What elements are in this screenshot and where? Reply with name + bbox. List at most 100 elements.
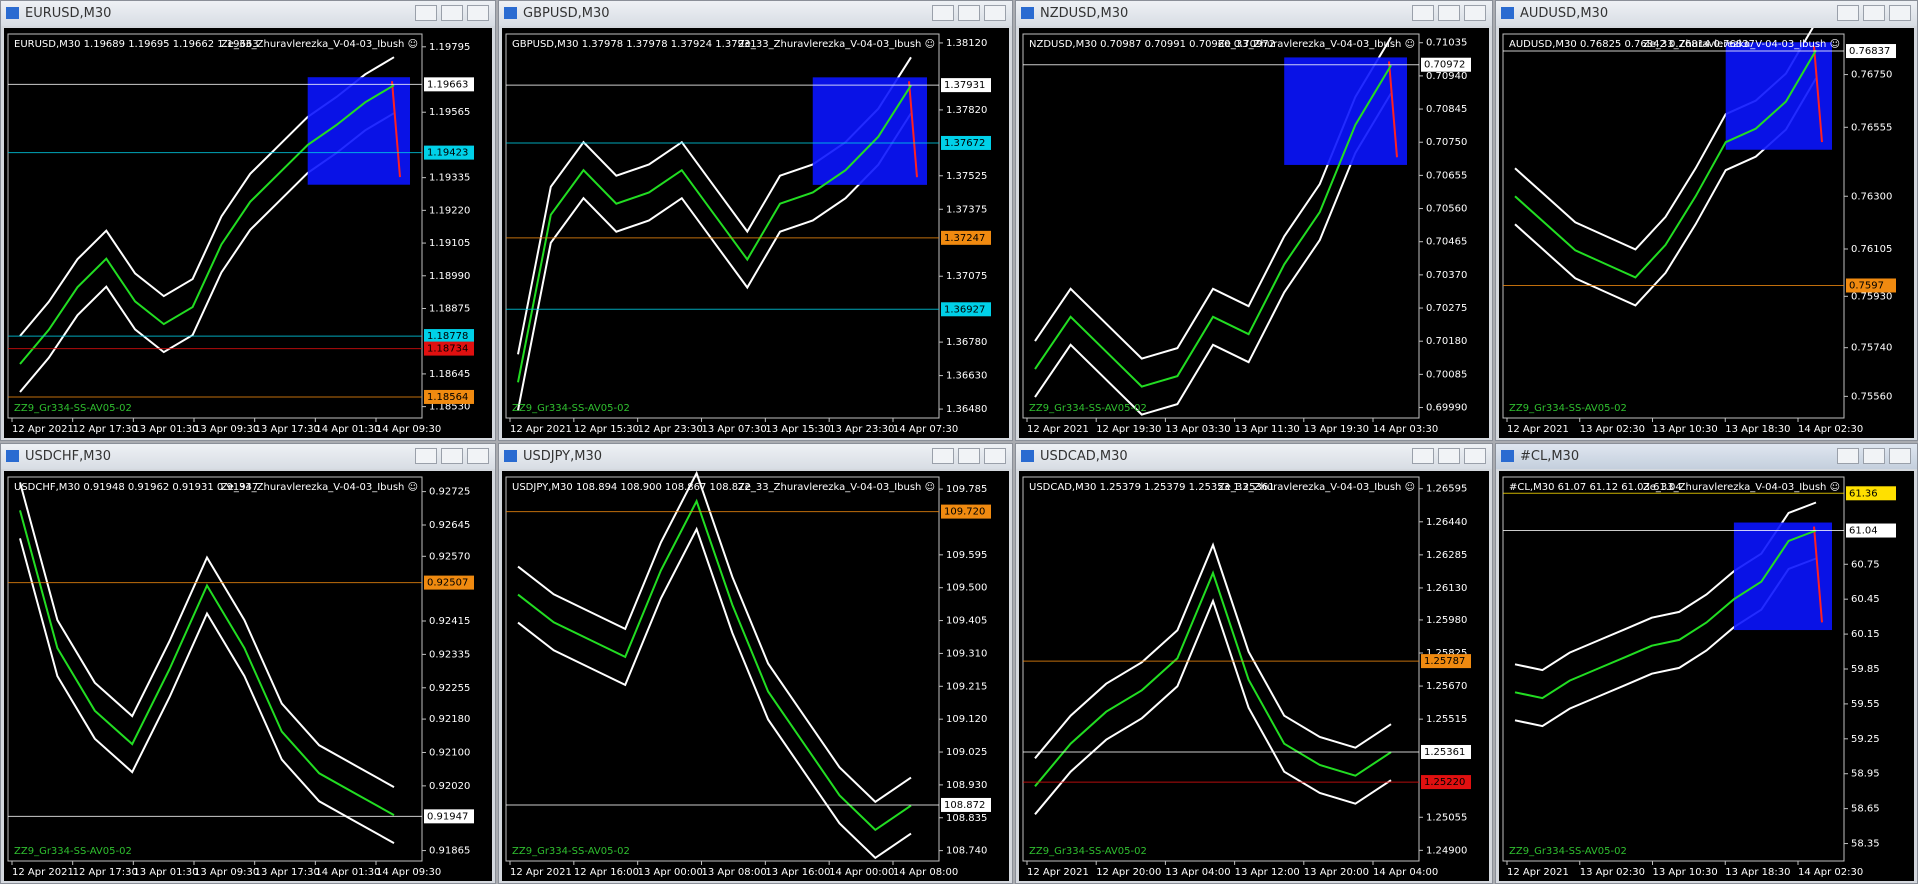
- price-mark-label: 1.18734: [427, 344, 468, 355]
- close-button[interactable]: [1464, 448, 1486, 464]
- time-label: 13 Apr 09:30: [194, 424, 259, 435]
- time-label: 14 Apr 02:30: [1798, 424, 1863, 435]
- price-mark-box: [941, 797, 991, 812]
- envelope-line: [1034, 598, 1392, 815]
- price-mark-box: [424, 809, 474, 824]
- maximize-button[interactable]: [441, 448, 463, 464]
- time-label: 14 Apr 00:00: [829, 867, 894, 878]
- time-label: 14 Apr 07:30: [893, 424, 958, 435]
- forecast-arrow: [1388, 61, 1398, 158]
- price-label: 0.70940: [1426, 71, 1467, 82]
- price-mark-box: [1846, 523, 1896, 538]
- forecast-arrow: [391, 81, 401, 178]
- price-line: [1514, 529, 1817, 700]
- envelope-line: [517, 471, 912, 804]
- window-icon: [1501, 450, 1514, 462]
- price-label: 1.26595: [1426, 484, 1467, 495]
- price-label: 0.92725: [429, 487, 470, 498]
- maximize-button[interactable]: [1438, 448, 1460, 464]
- chart-window: USDCAD,M30 1.26595 1.26440 1.26285 1.26130 1.…: [1015, 443, 1493, 884]
- price-label: 1.26440: [1426, 517, 1467, 528]
- price-mark-box: [1421, 775, 1471, 790]
- price-label: 109.215: [946, 681, 987, 692]
- indicator-name: Ze_33_Zhuravlerezka_V-04-03_Ibush ☺: [1643, 482, 1840, 493]
- price-label: 0.70370: [1426, 270, 1467, 281]
- close-button[interactable]: [1889, 448, 1911, 464]
- minimize-button[interactable]: [415, 5, 437, 21]
- window-title: AUDUSD,M30: [1520, 6, 1609, 21]
- indicator-name: Ze_33_Zhuravlerezka_V-04-03_Ibush ☺: [1218, 482, 1415, 493]
- price-chart: 1.38120 1.37820 1.37525 1.37375 1.37075 1.367…: [502, 28, 1009, 438]
- maximize-button[interactable]: [958, 448, 980, 464]
- time-label: 13 Apr 19:30: [1304, 424, 1369, 435]
- close-button[interactable]: [984, 5, 1006, 21]
- price-label: 59.85: [1851, 664, 1880, 675]
- maximize-button[interactable]: [441, 5, 463, 21]
- window-title: #CL,M30: [1520, 449, 1580, 464]
- symbol-header: EURUSD,M30 1.19689 1.19695 1.19662 1.196…: [14, 39, 259, 50]
- price-line: [1514, 49, 1817, 279]
- minimize-button[interactable]: [1837, 448, 1859, 464]
- price-label: 0.75740: [1851, 343, 1892, 354]
- time-label: 12 Apr 17:30: [73, 424, 138, 435]
- price-mark-label: 1.25787: [1424, 656, 1465, 667]
- price-chart: 0.71035 0.70940 0.70845 0.70750 0.70655 0.705…: [1019, 28, 1489, 438]
- envelope-line: [19, 538, 395, 844]
- price-label: 0.70845: [1426, 104, 1467, 115]
- price-label: 0.71035: [1426, 38, 1467, 49]
- price-label: 1.36480: [946, 404, 987, 415]
- envelope-line: [19, 482, 395, 788]
- close-button[interactable]: [1464, 5, 1486, 21]
- time-label: 13 Apr 01:30: [133, 424, 198, 435]
- price-mark-label: 1.25220: [1424, 777, 1465, 788]
- price-label: 0.70085: [1426, 369, 1467, 380]
- price-label: 0.92570: [429, 551, 470, 562]
- envelope-line: [1034, 92, 1392, 416]
- window-title: USDCHF,M30: [25, 449, 111, 464]
- indicator-name: Ze_33_Zhuravlerezka_V-04-03_Ibush ☺: [221, 39, 418, 50]
- time-label: 14 Apr 09:30: [376, 424, 441, 435]
- price-label: 58.65: [1851, 804, 1880, 815]
- symbol-header: #CL,M30 61.07 61.12 61.03 61.04: [1509, 482, 1682, 493]
- time-label: 13 Apr 16:00: [765, 867, 830, 878]
- time-label: 13 Apr 07:30: [702, 424, 767, 435]
- maximize-button[interactable]: [1863, 448, 1885, 464]
- price-label: 108.835: [946, 813, 987, 824]
- maximize-button[interactable]: [1863, 5, 1885, 21]
- close-button[interactable]: [467, 5, 489, 21]
- chart-window: EURUSD,M30 1.19795 1.19565 1.19335 1.19220 1.…: [0, 0, 496, 441]
- target-zone: [1725, 42, 1832, 150]
- minimize-button[interactable]: [415, 448, 437, 464]
- minimize-button[interactable]: [1412, 448, 1434, 464]
- price-mark-box: [1846, 486, 1896, 501]
- close-button[interactable]: [467, 448, 489, 464]
- price-label: 60.75: [1851, 559, 1880, 570]
- price-label: 1.18530: [429, 402, 470, 413]
- time-label: 13 Apr 09:30: [194, 867, 259, 878]
- minimize-button[interactable]: [932, 448, 954, 464]
- time-label: 13 Apr 18:30: [1725, 424, 1790, 435]
- price-mark-label: 1.37931: [944, 80, 985, 91]
- time-label: 12 Apr 2021: [510, 424, 572, 435]
- envelope-line: [517, 112, 912, 411]
- close-button[interactable]: [1889, 5, 1911, 21]
- close-button[interactable]: [984, 448, 1006, 464]
- price-label: 0.70655: [1426, 170, 1467, 181]
- target-zone: [812, 77, 927, 185]
- price-label: 0.75930: [1851, 291, 1892, 302]
- maximize-button[interactable]: [1438, 5, 1460, 21]
- price-label: 109.595: [946, 550, 987, 561]
- price-mark-box: [1846, 44, 1896, 59]
- minimize-button[interactable]: [1412, 5, 1434, 21]
- price-label: 1.36630: [946, 371, 987, 382]
- minimize-button[interactable]: [1837, 5, 1859, 21]
- time-label: 12 Apr 2021: [12, 867, 74, 878]
- time-label: 13 Apr 02:30: [1580, 867, 1645, 878]
- price-label: 0.92255: [429, 683, 470, 694]
- price-label: 109.310: [946, 648, 987, 659]
- minimize-button[interactable]: [932, 5, 954, 21]
- price-label: 0.76300: [1851, 191, 1892, 202]
- maximize-button[interactable]: [958, 5, 980, 21]
- title-bar: AUDUSD,M30: [1496, 1, 1917, 26]
- price-mark-label: 1.18778: [427, 331, 468, 342]
